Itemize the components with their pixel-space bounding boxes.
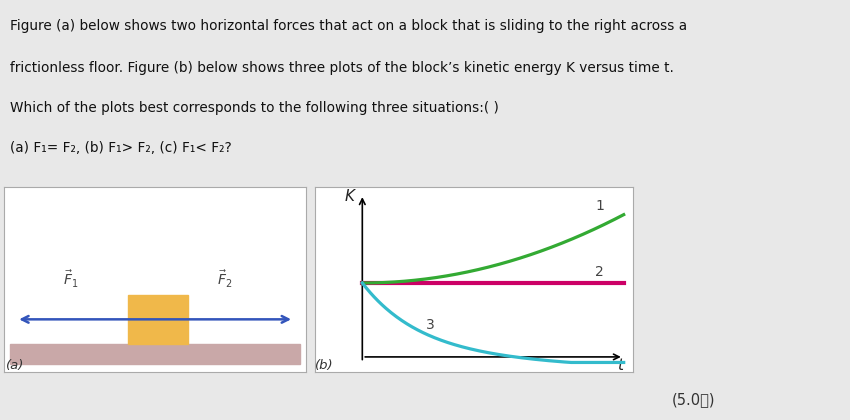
Bar bbox=[128, 295, 189, 344]
Text: (a) F₁= F₂, (b) F₁> F₂, (c) F₁< F₂?: (a) F₁= F₂, (b) F₁> F₂, (c) F₁< F₂? bbox=[10, 141, 232, 155]
Text: 2: 2 bbox=[595, 265, 604, 279]
Text: Figure (a) below shows two horizontal forces that act on a block that is sliding: Figure (a) below shows two horizontal fo… bbox=[10, 19, 688, 33]
Bar bbox=[10, 344, 300, 364]
Text: $\vec{F}_2$: $\vec{F}_2$ bbox=[217, 269, 232, 290]
Text: t: t bbox=[617, 358, 624, 373]
Text: (b): (b) bbox=[314, 359, 333, 372]
Text: 1: 1 bbox=[595, 199, 604, 213]
Text: (a): (a) bbox=[6, 359, 25, 372]
Text: 3: 3 bbox=[426, 318, 435, 332]
Text: Which of the plots best corresponds to the following three situations:( ): Which of the plots best corresponds to t… bbox=[10, 101, 499, 115]
Text: K: K bbox=[344, 189, 354, 204]
Text: frictionless floor. Figure (b) below shows three plots of the block’s kinetic en: frictionless floor. Figure (b) below sho… bbox=[10, 61, 674, 75]
Text: (5.0分): (5.0分) bbox=[672, 392, 715, 407]
Text: $\vec{F}_1$: $\vec{F}_1$ bbox=[63, 269, 78, 290]
